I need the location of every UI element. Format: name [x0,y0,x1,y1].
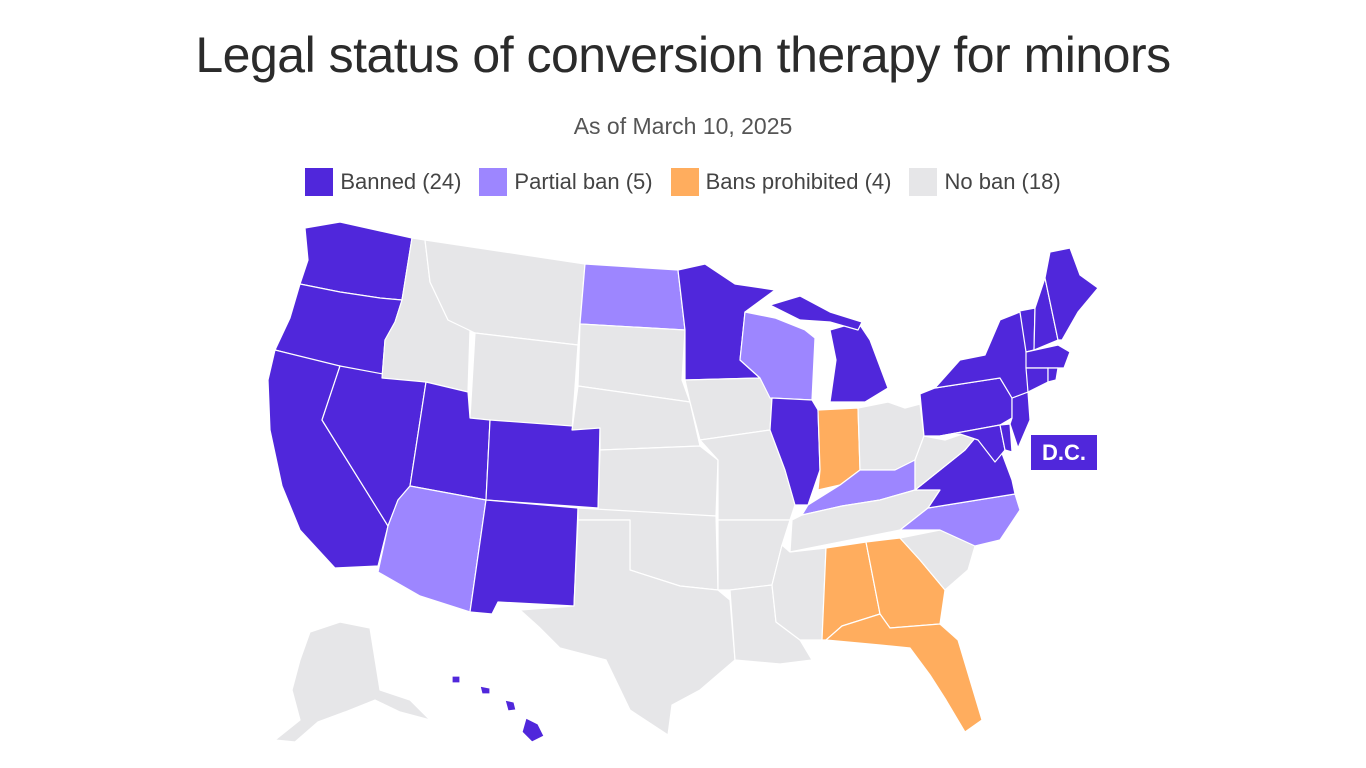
legend-swatch-bans-prohibited [670,168,699,196]
legend-item-no-ban: No ban (18) [909,168,1061,196]
state-south-dakota [577,323,691,403]
map-title: Legal status of conversion therapy for m… [195,27,1171,83]
legend-label-bans-prohibited: Bans prohibited (4) [705,169,892,194]
state-florida [825,613,983,733]
state-new-jersey [1009,391,1031,449]
state-hawaii-big-island [521,717,545,743]
state-hawaii-oahu [479,685,491,695]
state-kansas [597,445,719,517]
state-new-mexico [469,499,579,615]
legend-label-banned: Banned (24) [340,169,462,194]
dc-label: D.C. [1031,435,1097,470]
state-north-dakota [579,263,686,331]
state-michigan [829,321,889,403]
state-michigan-upper [769,295,863,331]
legend-label-no-ban: No ban (18) [944,169,1061,194]
state-hawaii-maui [504,699,517,712]
state-alaska [274,621,431,743]
legend-item-partial-ban: Partial ban (5) [479,168,653,196]
legend: Banned (24) Partial ban (5) Bans prohibi… [0,168,1366,196]
state-texas [519,519,736,736]
state-rhode-island [1047,367,1059,383]
map-subtitle: As of March 10, 2025 [573,113,793,139]
legend-swatch-banned [305,168,334,196]
legend-swatch-partial-ban [479,168,508,196]
state-delaware [999,423,1013,453]
state-hawaii-kauai [451,675,461,684]
legend-item-banned: Banned (24) [305,168,461,196]
state-connecticut [1025,367,1049,393]
state-maine [1044,247,1099,341]
state-iowa [684,377,773,441]
state-colorado [485,419,601,509]
state-wyoming [469,332,579,431]
legend-item-bans-prohibited: Bans prohibited (4) [670,168,892,196]
state-massachusetts [1025,344,1071,369]
legend-label-partial-ban: Partial ban (5) [514,169,653,194]
state-mississippi [771,544,827,641]
legend-swatch-no-ban [909,168,938,196]
